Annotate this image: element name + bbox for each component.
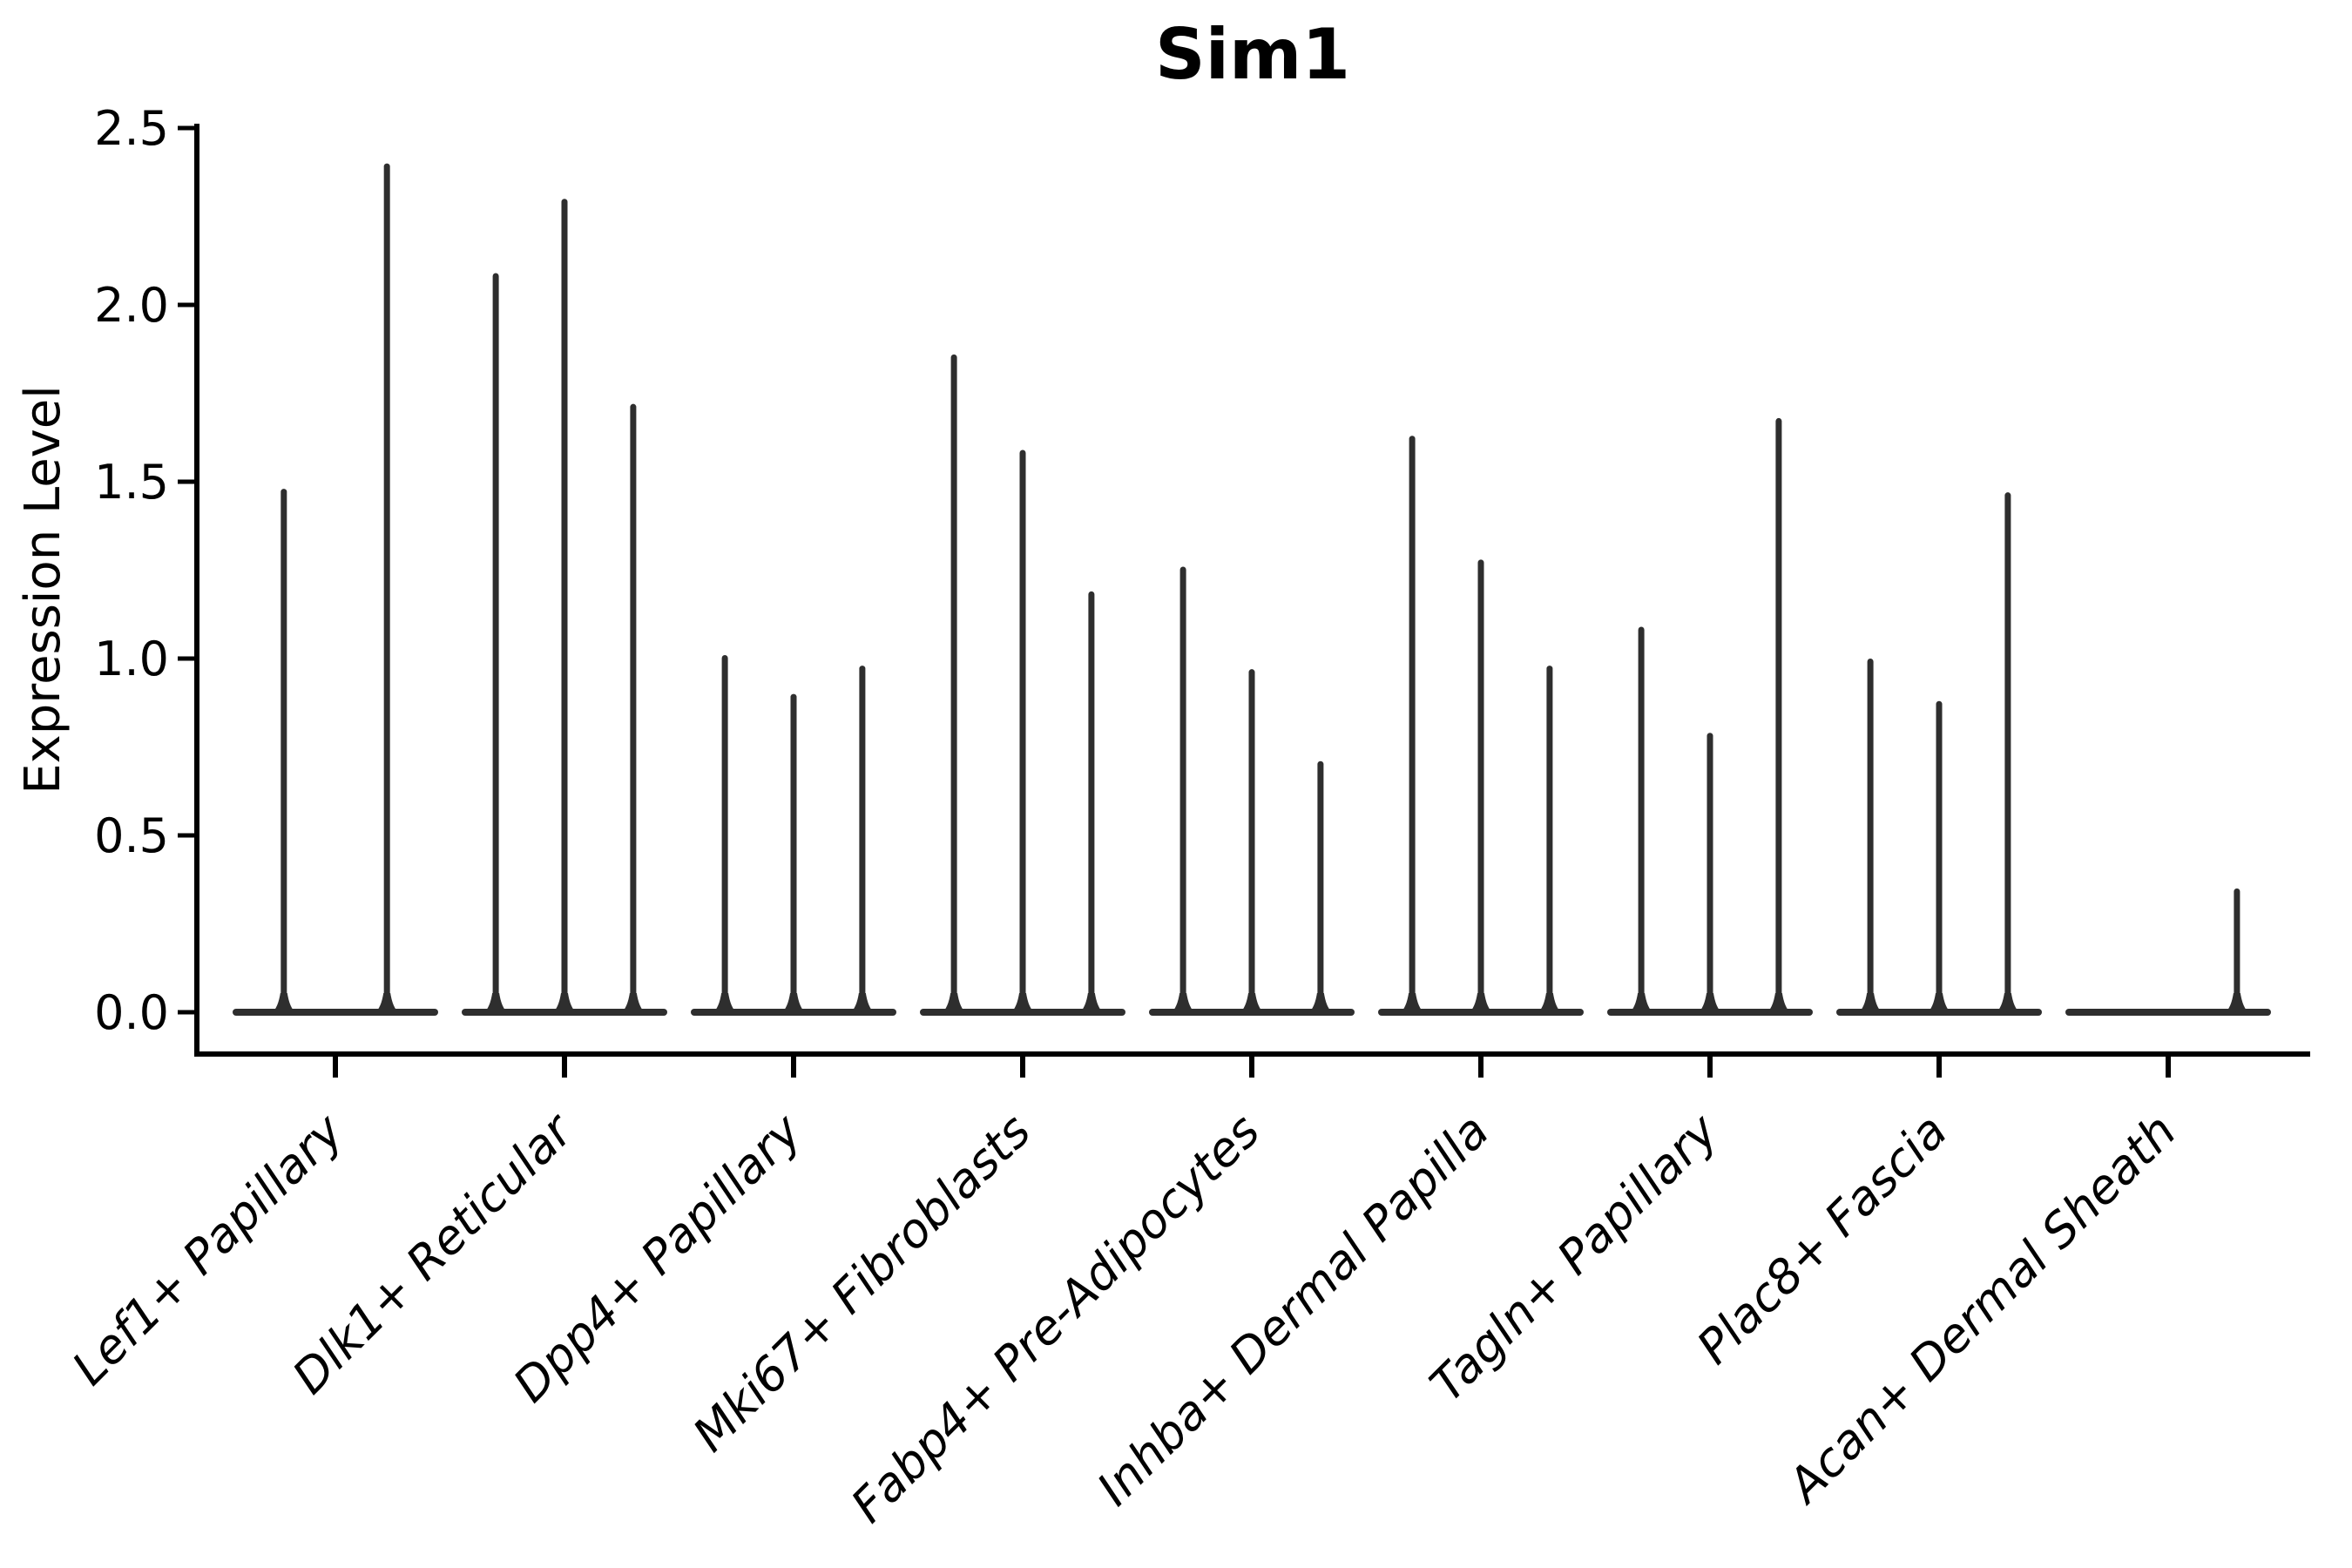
x-tick-label: Acan+ Dermal Sheath — [1775, 1104, 2186, 1515]
y-tick-label: 2.0 — [94, 278, 169, 333]
y-tick-mark — [178, 833, 194, 838]
violin-spike — [1638, 626, 1645, 1012]
y-tick-label: 1.5 — [94, 455, 169, 510]
x-tick-mark — [562, 1057, 567, 1078]
violin-spike — [950, 354, 957, 1013]
y-axis-ticks: 0.0 0.5 1.0 1.5 2.0 2.5 — [94, 101, 194, 1040]
violin-spike — [1409, 436, 1416, 1013]
x-tick-label: Inhba+ Dermal Papilla — [1086, 1104, 1499, 1517]
violin-spike — [2004, 492, 2011, 1012]
violin-spike — [1775, 417, 1782, 1012]
violin-series — [233, 163, 2271, 1016]
violin-spike — [1936, 700, 1943, 1012]
y-tick-mark — [178, 656, 194, 661]
x-axis-spine — [194, 1051, 2310, 1057]
violin-spike — [1477, 559, 1484, 1012]
y-tick-label: 2.5 — [94, 101, 169, 156]
violin-spike — [383, 163, 390, 1013]
y-tick-label: 0.0 — [94, 985, 169, 1040]
violin-base — [2065, 1009, 2271, 1016]
violin-spike — [1248, 669, 1255, 1012]
x-tick-mark — [1020, 1057, 1025, 1078]
y-tick-label: 0.5 — [94, 808, 169, 863]
violin-base — [233, 1009, 438, 1016]
violin-spike — [561, 199, 568, 1012]
x-tick-mark — [1707, 1057, 1713, 1078]
x-tick-label: Fabp4+ Pre-Adipocytes — [841, 1104, 1270, 1533]
chart-title: Sim1 — [1155, 14, 1350, 95]
violin-spike — [1546, 666, 1553, 1012]
violin-spike — [1019, 449, 1026, 1012]
violin-spike — [1317, 760, 1324, 1012]
violin-spike — [492, 273, 499, 1013]
y-tick-mark — [178, 1010, 194, 1015]
violin-group-2 — [462, 199, 667, 1016]
violin-group-4 — [920, 354, 1125, 1016]
y-tick-mark — [178, 125, 194, 131]
violin-group-6 — [1378, 436, 1584, 1016]
violin-spike — [630, 403, 637, 1012]
violin-group-7 — [1607, 417, 1813, 1016]
violin-group-5 — [1149, 566, 1355, 1016]
x-tick-mark — [1936, 1057, 1942, 1078]
violin-group-1 — [233, 163, 438, 1016]
violin-spike — [280, 489, 287, 1012]
y-tick-mark — [178, 302, 194, 308]
y-tick-mark — [178, 479, 194, 484]
violin-spike — [1088, 591, 1095, 1012]
violin-spike — [859, 666, 866, 1012]
violin-group-9 — [2065, 888, 2271, 1016]
x-tick-mark — [1478, 1057, 1484, 1078]
violin-spike — [790, 693, 797, 1012]
violin-spike — [1179, 566, 1186, 1012]
violin-group-8 — [1836, 492, 2042, 1016]
y-tick-label: 1.0 — [94, 632, 169, 686]
x-tick-mark — [791, 1057, 796, 1078]
violin-spike — [2234, 888, 2240, 1012]
x-tick-mark — [333, 1057, 338, 1078]
y-axis-spine — [194, 124, 199, 1057]
violin-spike — [1867, 659, 1874, 1012]
x-tick-mark — [1249, 1057, 1254, 1078]
x-tick-mark — [2166, 1057, 2171, 1078]
y-axis-label: Expression Level — [15, 385, 71, 794]
violin-group-3 — [691, 654, 896, 1016]
violin-spike — [1707, 733, 1713, 1012]
violin-spike — [721, 654, 728, 1012]
